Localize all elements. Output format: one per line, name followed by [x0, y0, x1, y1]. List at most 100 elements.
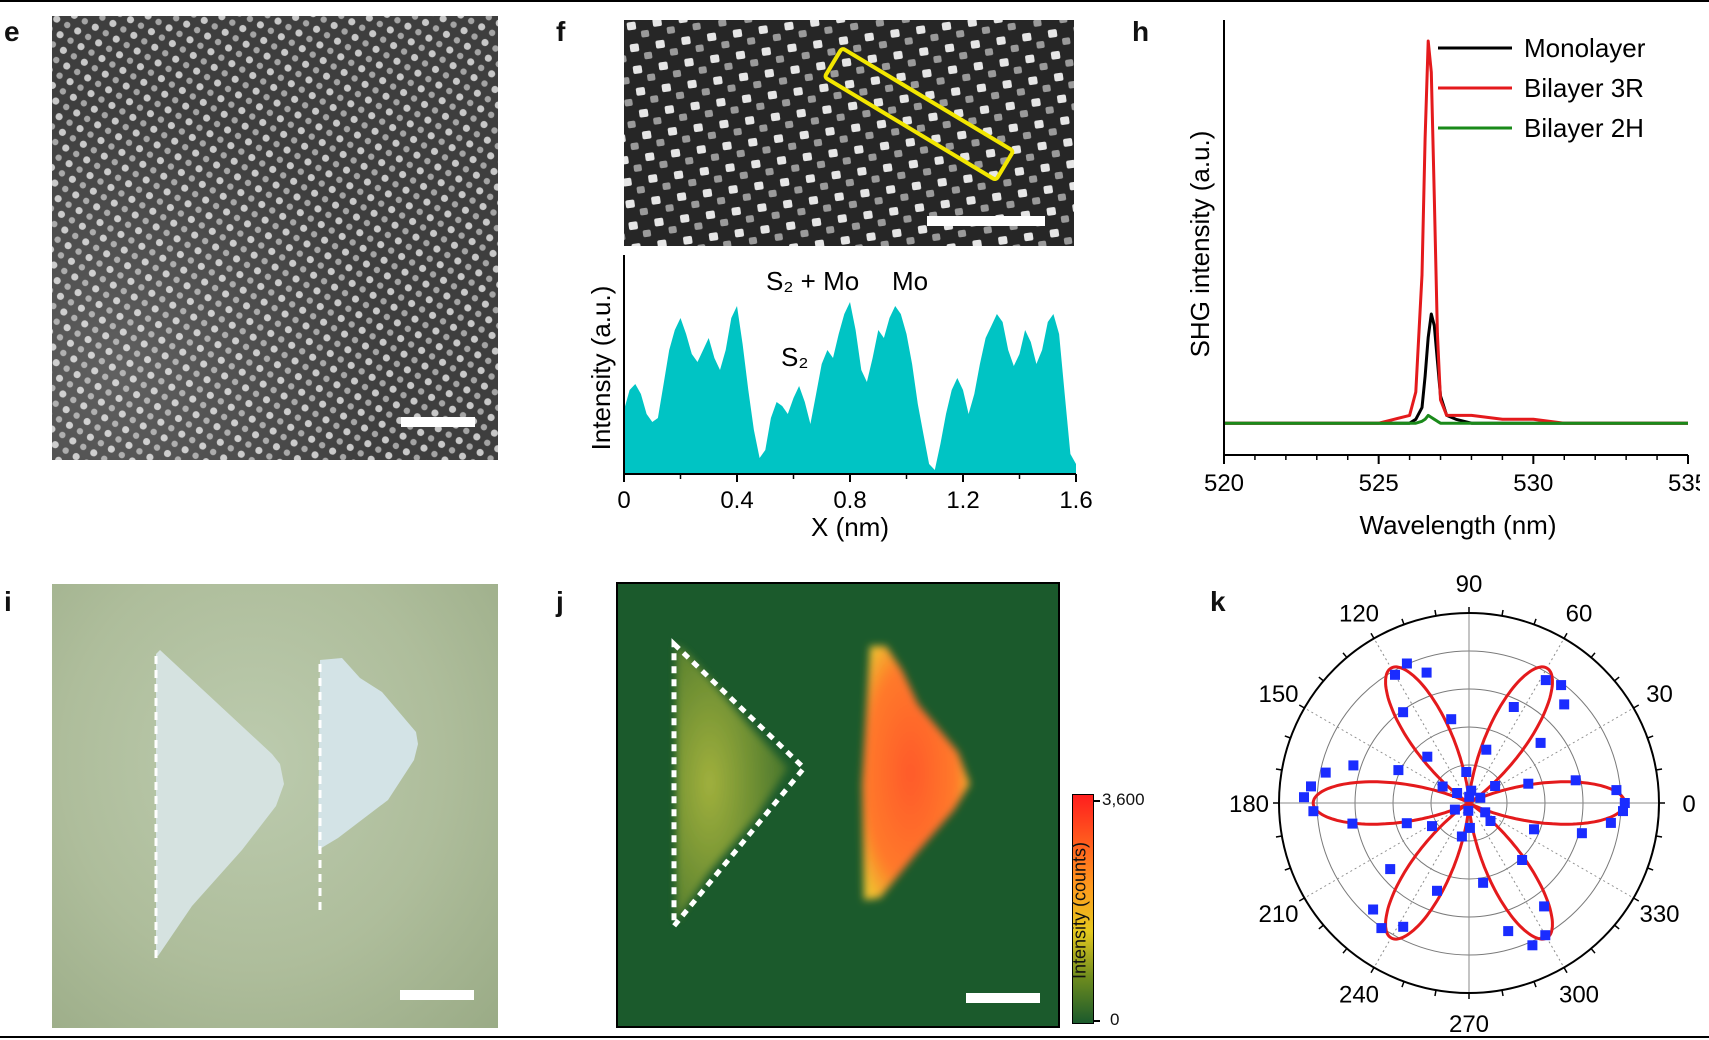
colorbar-max-label: 3,600	[1102, 790, 1145, 809]
polar-data-point	[1570, 775, 1581, 786]
x-axis-label-h: Wavelength (nm)	[1360, 510, 1557, 540]
polar-tick	[1633, 897, 1640, 902]
line-profile-box	[823, 47, 1015, 182]
series-line-bilayer-2h	[1224, 413, 1688, 425]
polar-angle-label: 120	[1339, 601, 1379, 628]
panel-letter-i: i	[4, 586, 12, 617]
flake-2h-signal	[676, 644, 788, 922]
annotation-mo: Mo	[892, 266, 928, 296]
polar-tick	[1434, 989, 1437, 997]
scale-bar-e	[401, 417, 475, 427]
series-line-bilayer-3r	[1224, 39, 1688, 425]
x-tick-label-h: 530	[1513, 470, 1553, 497]
polar-data-point	[1368, 904, 1379, 915]
polar-tick	[1590, 948, 1596, 954]
legend-label: Bilayer 3R	[1524, 73, 1644, 103]
stem-image-e	[52, 16, 498, 460]
polar-data-point	[1464, 822, 1475, 833]
polar-angle-label: 150	[1258, 681, 1298, 708]
polar-angle-label: 270	[1449, 1011, 1489, 1038]
polar-data-point	[1347, 818, 1358, 829]
polar-data-point	[1485, 816, 1496, 826]
polar-data-point	[1523, 778, 1534, 789]
polar-data-point	[1421, 667, 1432, 678]
dashed-triangle-outline	[671, 638, 808, 933]
panel-letter-e: e	[4, 16, 20, 47]
polar-shg-chart: 0 30 60 90 120 150 180 210 240 270 300 330	[1229, 571, 1696, 1038]
polar-grid	[1273, 607, 1665, 999]
polar-tick	[1275, 768, 1283, 771]
polar-tick	[1401, 981, 1405, 988]
polar-tick	[1533, 981, 1537, 988]
polar-data-point	[1611, 785, 1622, 796]
polar-tick	[1275, 835, 1283, 838]
polar-tick	[1614, 676, 1620, 682]
x-tick-label-h: 520	[1204, 470, 1244, 497]
x-tick-label-f: 1.6	[1059, 487, 1092, 514]
polar-tick	[1501, 609, 1504, 617]
polar-data-point	[1535, 737, 1546, 748]
flake-right	[318, 658, 418, 850]
polar-data-point	[1393, 765, 1404, 776]
polar-angle-label: 240	[1339, 982, 1379, 1009]
y-axis-label-h: SHG intensity (a.u.)	[1185, 131, 1215, 358]
polar-data-point	[1556, 680, 1567, 691]
polar-tick	[1370, 632, 1375, 639]
polar-data-point	[1398, 707, 1409, 718]
polar-angle-label: 60	[1566, 601, 1593, 628]
polar-tick	[1563, 632, 1568, 639]
polar-angle-labels: 0 30 60 90 120 150 180 210 240 270 300 330	[1229, 571, 1696, 1038]
polar-tick	[1342, 652, 1348, 658]
polar-data-point	[1461, 767, 1472, 777]
scale-bar-f	[927, 216, 1045, 226]
shg-map-content	[671, 638, 970, 933]
profile-area	[624, 302, 1076, 474]
polar-grid-spoke	[1373, 802, 1470, 968]
optical-image-i	[52, 584, 498, 1028]
x-ticks-f: 0 0.4 0.8 1.2 1.6	[617, 474, 1093, 514]
flakes-i	[154, 650, 418, 962]
panel-letter-k: k	[1210, 586, 1226, 617]
polar-tick	[1501, 989, 1504, 997]
polar-data-point	[1540, 675, 1551, 686]
polar-tick	[1655, 835, 1663, 838]
shg-spectrum-chart: 520 525 530 535 SHG intensity (a.u.) Wavele…	[1185, 20, 1700, 540]
polar-grid-spoke	[1468, 638, 1565, 804]
polar-tick	[1590, 652, 1596, 658]
polar-tick	[1647, 735, 1654, 739]
shg-map-j	[616, 582, 1060, 1028]
polar-data-point	[1308, 806, 1319, 817]
scale-bar-j	[966, 993, 1040, 1003]
polar-data-point	[1475, 792, 1486, 803]
scale-bar-i	[400, 990, 474, 1000]
polar-data-point	[1463, 805, 1474, 816]
polar-data-point	[1422, 751, 1433, 762]
polar-data-point	[1320, 767, 1331, 778]
polar-data-point	[1464, 791, 1475, 802]
polar-tick	[1647, 867, 1654, 871]
polar-data-point	[1452, 788, 1463, 798]
polar-data-point	[1456, 831, 1467, 842]
legend-label: Monolayer	[1524, 33, 1646, 63]
annotation-s2-mo: S₂ + Mo	[766, 266, 859, 296]
polar-data-point	[1576, 828, 1587, 839]
series-line-monolayer	[1224, 312, 1688, 425]
polar-tick	[1298, 897, 1305, 902]
polar-data-point	[1517, 855, 1528, 865]
annotation-s2: S₂	[781, 342, 808, 372]
polar-data-point	[1299, 792, 1309, 803]
polar-data-point	[1503, 926, 1514, 937]
polar-tick	[1434, 609, 1437, 617]
polar-data-point	[1398, 921, 1409, 932]
polar-tick	[1401, 618, 1405, 625]
x-tick-label-h: 525	[1359, 470, 1399, 497]
intensity-profile-chart: 0 0.4 0.8 1.2 1.6 Intensity (a.u.) X (nm) S₂…	[586, 255, 1093, 542]
polar-tick	[1370, 967, 1375, 974]
polar-angle-label: 210	[1258, 901, 1298, 928]
polar-data-point	[1432, 885, 1442, 896]
stem-image-f	[624, 20, 1074, 246]
polar-data-points	[1299, 658, 1630, 951]
polar-angle-label: 90	[1456, 571, 1483, 598]
polar-data-point	[1481, 744, 1492, 755]
polar-data-point	[1390, 669, 1400, 680]
